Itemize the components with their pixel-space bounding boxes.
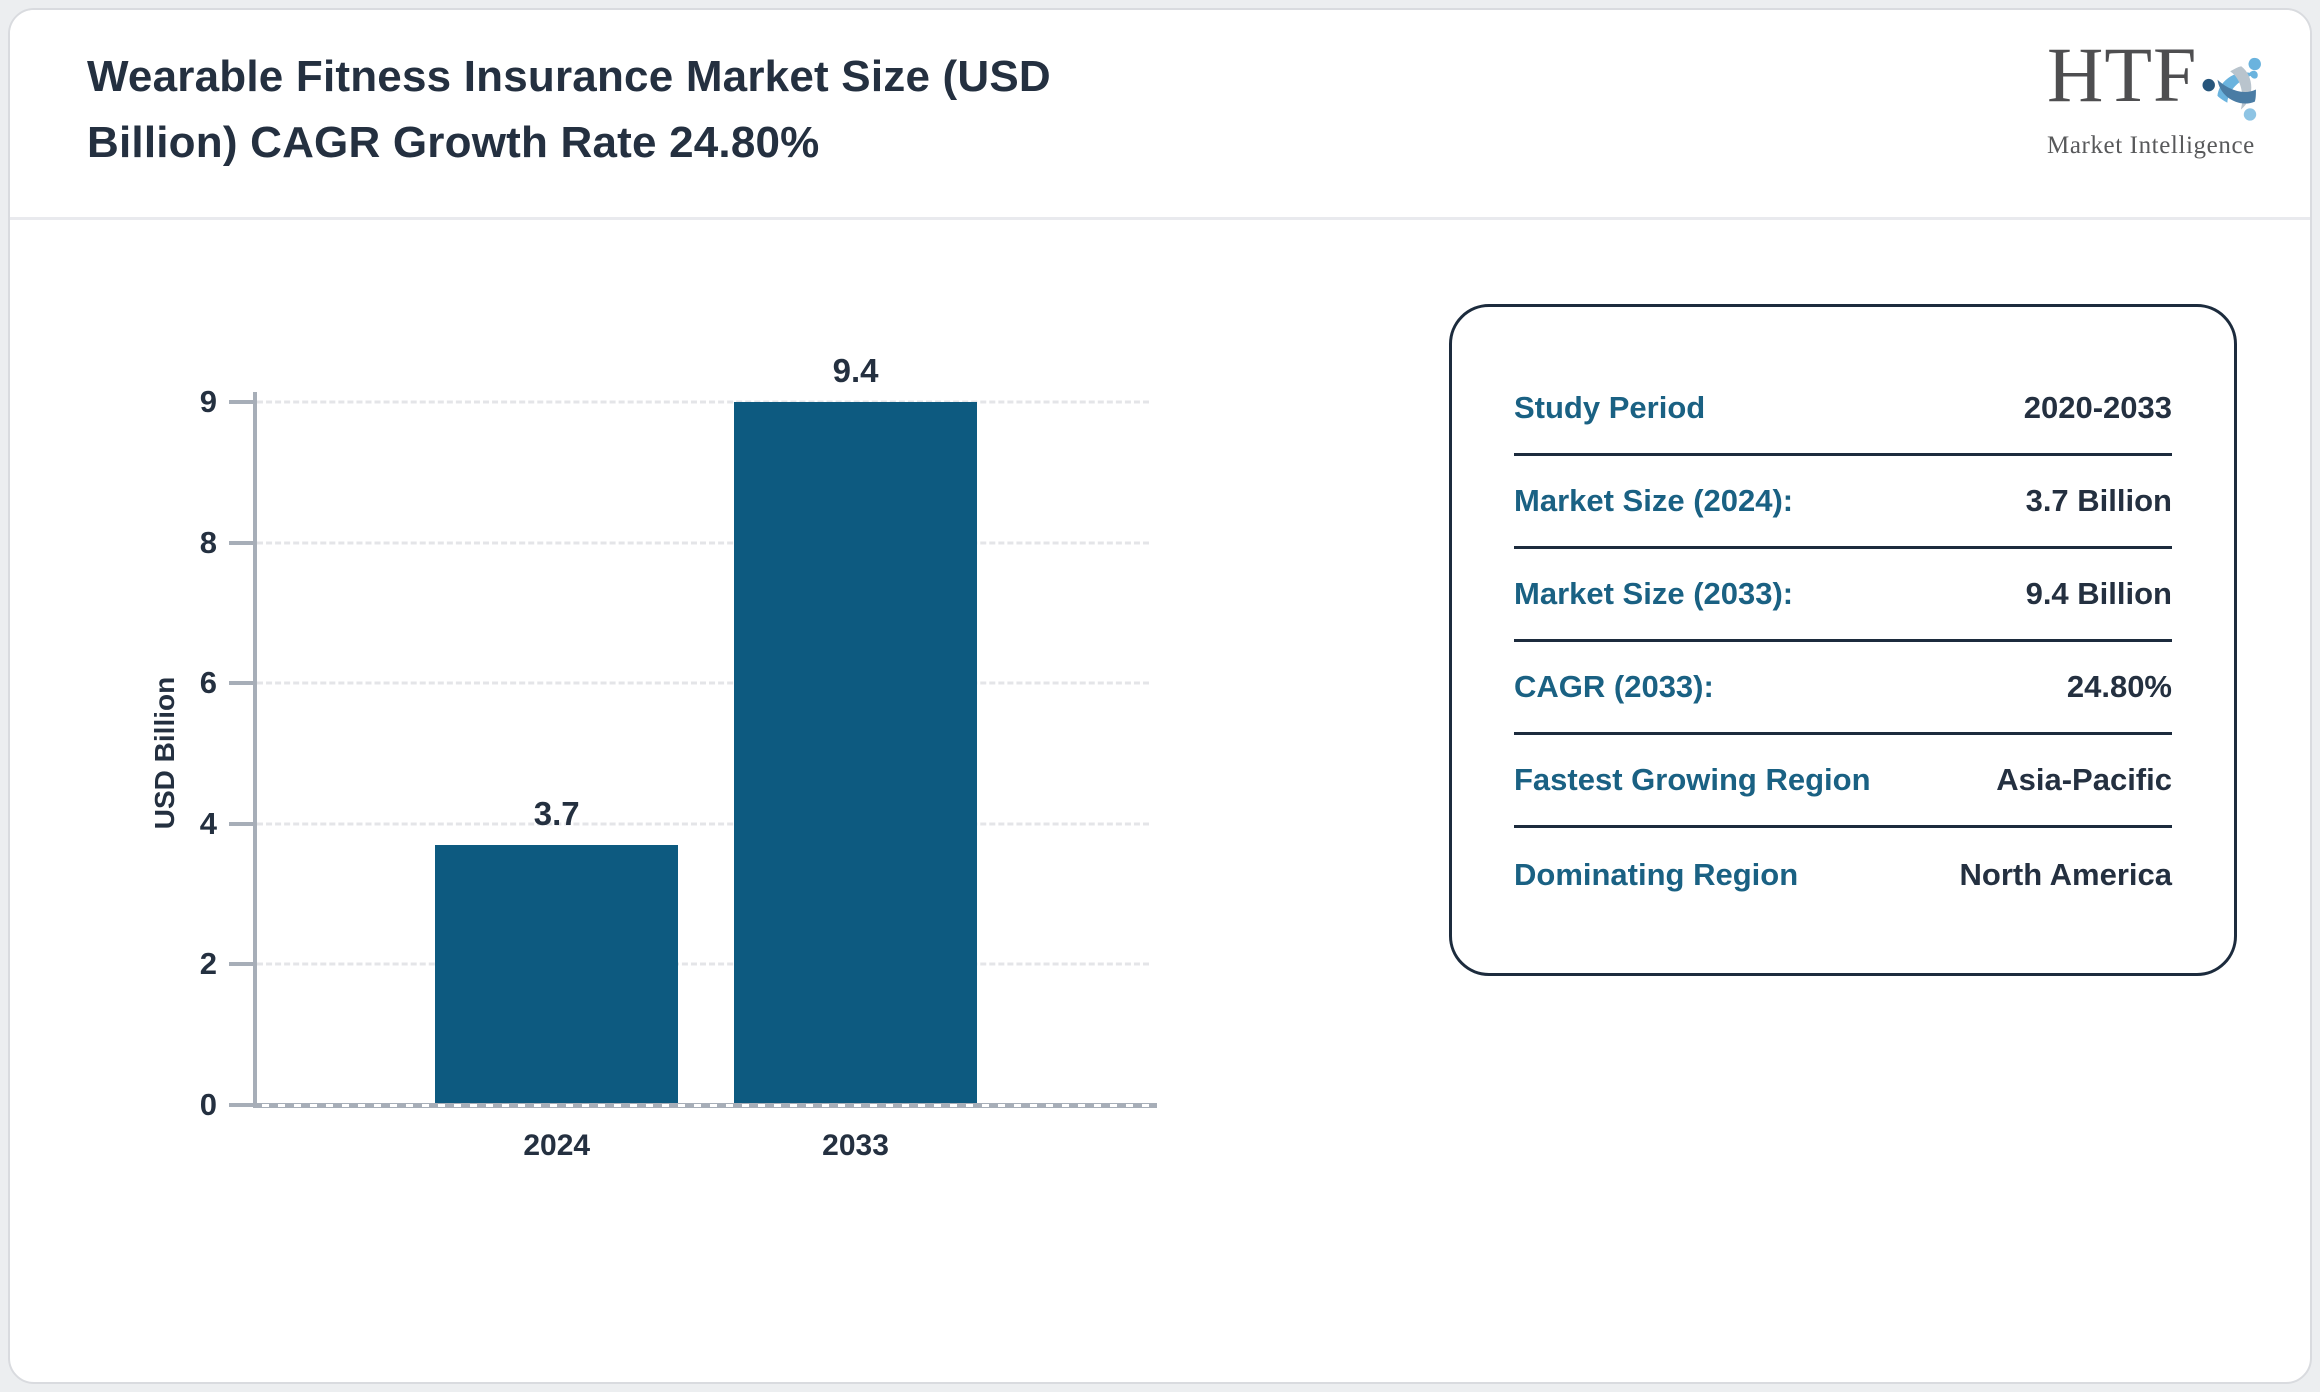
y-tick-label: 6 xyxy=(199,665,217,701)
bar-value-label: 9.4 xyxy=(832,352,879,389)
y-tick-label: 8 xyxy=(199,524,217,560)
y-tick-mark xyxy=(229,681,253,686)
gridline xyxy=(257,541,1149,545)
gridline xyxy=(257,681,1149,685)
panel-row-value: 2020-2033 xyxy=(2023,390,2172,425)
bar-2024 xyxy=(435,844,679,1105)
panel-row-label: Study Period xyxy=(1514,390,1706,425)
htf-logo-subtitle: Market Intelligence xyxy=(2047,132,2255,159)
htf-logo-text: HTF xyxy=(2047,31,2198,118)
panel-row-3: CAGR (2033): 24.80% xyxy=(1514,642,2172,735)
panel-row-label: CAGR (2033): xyxy=(1514,669,1714,704)
y-tick-mark xyxy=(229,400,253,404)
htf-logo-icon xyxy=(2202,57,2262,121)
info-panel: Study Period 2020-2033 Market Size (2024):… xyxy=(1449,304,2237,976)
panel-row-label: Fastest Growing Region xyxy=(1514,762,1871,797)
y-tick-label: 2 xyxy=(199,946,217,982)
page-title-line-1: Wearable Fitness Insurance Market Size (… xyxy=(87,52,1051,101)
htf-logo: HTF xyxy=(2047,36,2277,160)
gridline xyxy=(257,400,1149,404)
bar-2033 xyxy=(734,402,978,1105)
y-axis-title: USD Billion xyxy=(149,676,180,830)
y-tick-mark xyxy=(229,962,253,967)
gridline xyxy=(257,822,1149,826)
header: Wearable Fitness Insurance Market Size (… xyxy=(10,10,2310,220)
page-title: Wearable Fitness Insurance Market Size (… xyxy=(87,44,1387,176)
panel-row-value: 3.7 Billion xyxy=(2025,483,2172,518)
gridline xyxy=(257,962,1149,966)
y-tick-mark xyxy=(229,821,253,826)
x-tick-label: 2024 xyxy=(523,1129,591,1162)
panel-row-value: North America xyxy=(1959,856,2172,892)
panel-row-label: Market Size (2033): xyxy=(1514,576,1794,611)
y-tick-label: 0 xyxy=(199,1087,217,1122)
x-axis-line xyxy=(253,1103,1157,1108)
panel-row-5: Dominating Region North America xyxy=(1514,828,2172,921)
y-axis-line xyxy=(253,392,257,1105)
panel-row-0: Study Period 2020-2033 xyxy=(1514,363,2172,456)
panel-row-2: Market Size (2033): 9.4 Billion xyxy=(1514,549,2172,642)
panel-row-value: 9.4 Billion xyxy=(2025,576,2172,611)
y-tick-mark xyxy=(229,540,253,545)
y-tick-label: 9 xyxy=(199,384,217,419)
page-title-line-2: Billion) CAGR Growth Rate 24.80% xyxy=(87,118,820,167)
y-tick-mark xyxy=(229,1103,253,1107)
panel-row-value: 24.80% xyxy=(2066,669,2172,704)
report-card: Wearable Fitness Insurance Market Size (… xyxy=(8,8,2312,1384)
panel-row-value: Asia-Pacific xyxy=(1996,762,2172,797)
panel-row-label: Market Size (2024): xyxy=(1514,483,1794,518)
panel-row-1: Market Size (2024): 3.7 Billion xyxy=(1514,456,2172,549)
y-tick-label: 4 xyxy=(199,805,217,841)
bar-value-label: 3.7 xyxy=(533,794,580,832)
bar-chart: USD Billion 0 2 4 6 8 9 3.7 2024 9.4 2033 xyxy=(149,352,1157,1162)
htf-logo-row: HTF xyxy=(2047,36,2277,132)
panel-row-label: Dominating Region xyxy=(1514,856,1799,892)
x-tick-label: 2033 xyxy=(822,1129,889,1162)
panel-row-4: Fastest Growing Region Asia-Pacific xyxy=(1514,735,2172,828)
